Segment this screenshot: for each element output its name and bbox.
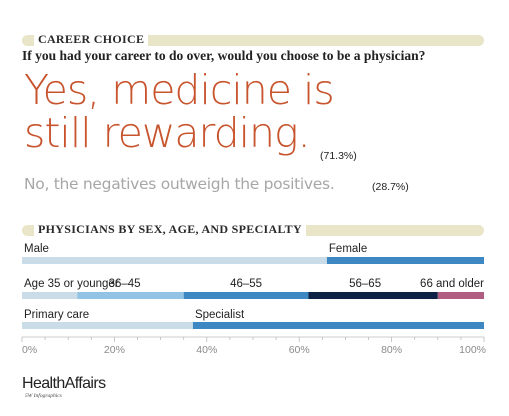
bar-segment-age-3 <box>308 292 438 299</box>
bar-segment-specialty-1 <box>192 322 484 329</box>
bar-segment-age-2 <box>183 292 309 299</box>
chart-title-text: PHYSICIANS BY SEX, AGE, AND SPECIALTY <box>34 222 306 236</box>
segment-label-specialty-0: Primary care <box>24 309 89 321</box>
survey-question: If you had your career to do over, would… <box>22 48 426 63</box>
segment-label-age-2: 46–55 <box>230 278 262 290</box>
bar-segment-age-4 <box>437 292 484 299</box>
segment-label-age-0: Age 35 or younger <box>24 278 119 290</box>
yes-answer-line2: still rewarding. <box>24 109 311 157</box>
x-tick-label: 60% <box>289 344 310 356</box>
x-tick-label: 80% <box>381 344 402 356</box>
yes-answer-percent: (71.3%) <box>320 150 357 162</box>
no-answer-percent: (28.7%) <box>372 181 409 193</box>
x-tick-label: 40% <box>196 344 217 356</box>
segment-label-age-3: 56–65 <box>349 278 381 290</box>
no-answer: No, the negatives outweigh the positives… <box>24 175 335 193</box>
bar-segment-age-1 <box>77 292 184 299</box>
section-title-career-text: CAREER CHOICE <box>34 32 149 46</box>
yes-answer-line1: Yes, medicine is <box>24 66 335 114</box>
infographics-credit: 5W Infographics <box>25 393 62 399</box>
segment-label-sex-0: Male <box>24 243 49 255</box>
segment-label-specialty-1: Specialist <box>195 309 245 321</box>
healthaffairs-logo: HealthAffairs <box>22 375 106 392</box>
section-band-career <box>22 35 484 46</box>
segment-label-age-4: 66 and older <box>420 278 484 290</box>
x-tick-label: 20% <box>104 344 125 356</box>
section-title-career: CAREER CHOICE <box>34 32 149 47</box>
bar-segment-sex-0 <box>22 257 327 264</box>
x-tick-label: 100% <box>459 344 486 356</box>
bar-segment-age-0 <box>22 292 78 299</box>
segment-label-sex-1: Female <box>329 243 367 255</box>
x-tick-label: 0% <box>22 344 37 356</box>
bar-segment-sex-1 <box>326 257 484 264</box>
bar-segment-specialty-0 <box>22 322 193 329</box>
chart-title: PHYSICIANS BY SEX, AGE, AND SPECIALTY <box>34 222 306 237</box>
segment-label-age-1: 36–45 <box>109 278 141 290</box>
